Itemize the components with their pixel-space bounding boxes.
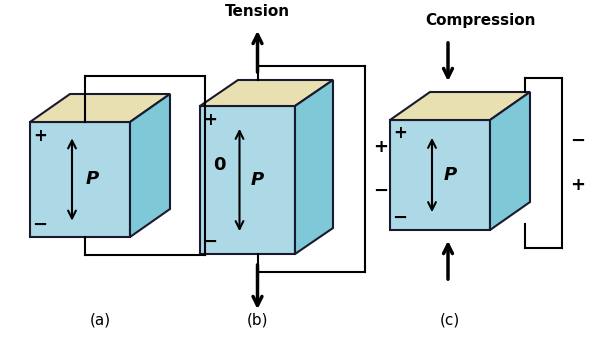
Text: −: − xyxy=(373,182,388,200)
Text: −: − xyxy=(570,132,585,150)
Polygon shape xyxy=(390,92,530,120)
Polygon shape xyxy=(30,94,170,122)
Text: P: P xyxy=(443,166,457,184)
Text: −: − xyxy=(32,216,47,234)
Text: −: − xyxy=(202,233,218,251)
Polygon shape xyxy=(130,94,170,237)
Text: Compression: Compression xyxy=(425,13,535,27)
Text: (b): (b) xyxy=(246,313,268,328)
Polygon shape xyxy=(30,122,130,237)
Text: +: + xyxy=(203,111,217,129)
Polygon shape xyxy=(200,80,333,106)
Polygon shape xyxy=(390,120,490,230)
Text: +: + xyxy=(393,124,407,142)
Text: (c): (c) xyxy=(440,313,460,328)
Text: 0: 0 xyxy=(213,157,226,174)
Text: (a): (a) xyxy=(89,313,110,328)
Text: +: + xyxy=(33,127,47,145)
Text: +: + xyxy=(570,176,585,194)
Text: P: P xyxy=(251,171,264,189)
Text: +: + xyxy=(373,138,388,156)
Text: −: − xyxy=(392,209,407,227)
Text: Tension: Tension xyxy=(225,4,290,19)
Text: P: P xyxy=(85,171,98,188)
Polygon shape xyxy=(295,80,333,254)
Polygon shape xyxy=(200,106,295,254)
Polygon shape xyxy=(490,92,530,230)
